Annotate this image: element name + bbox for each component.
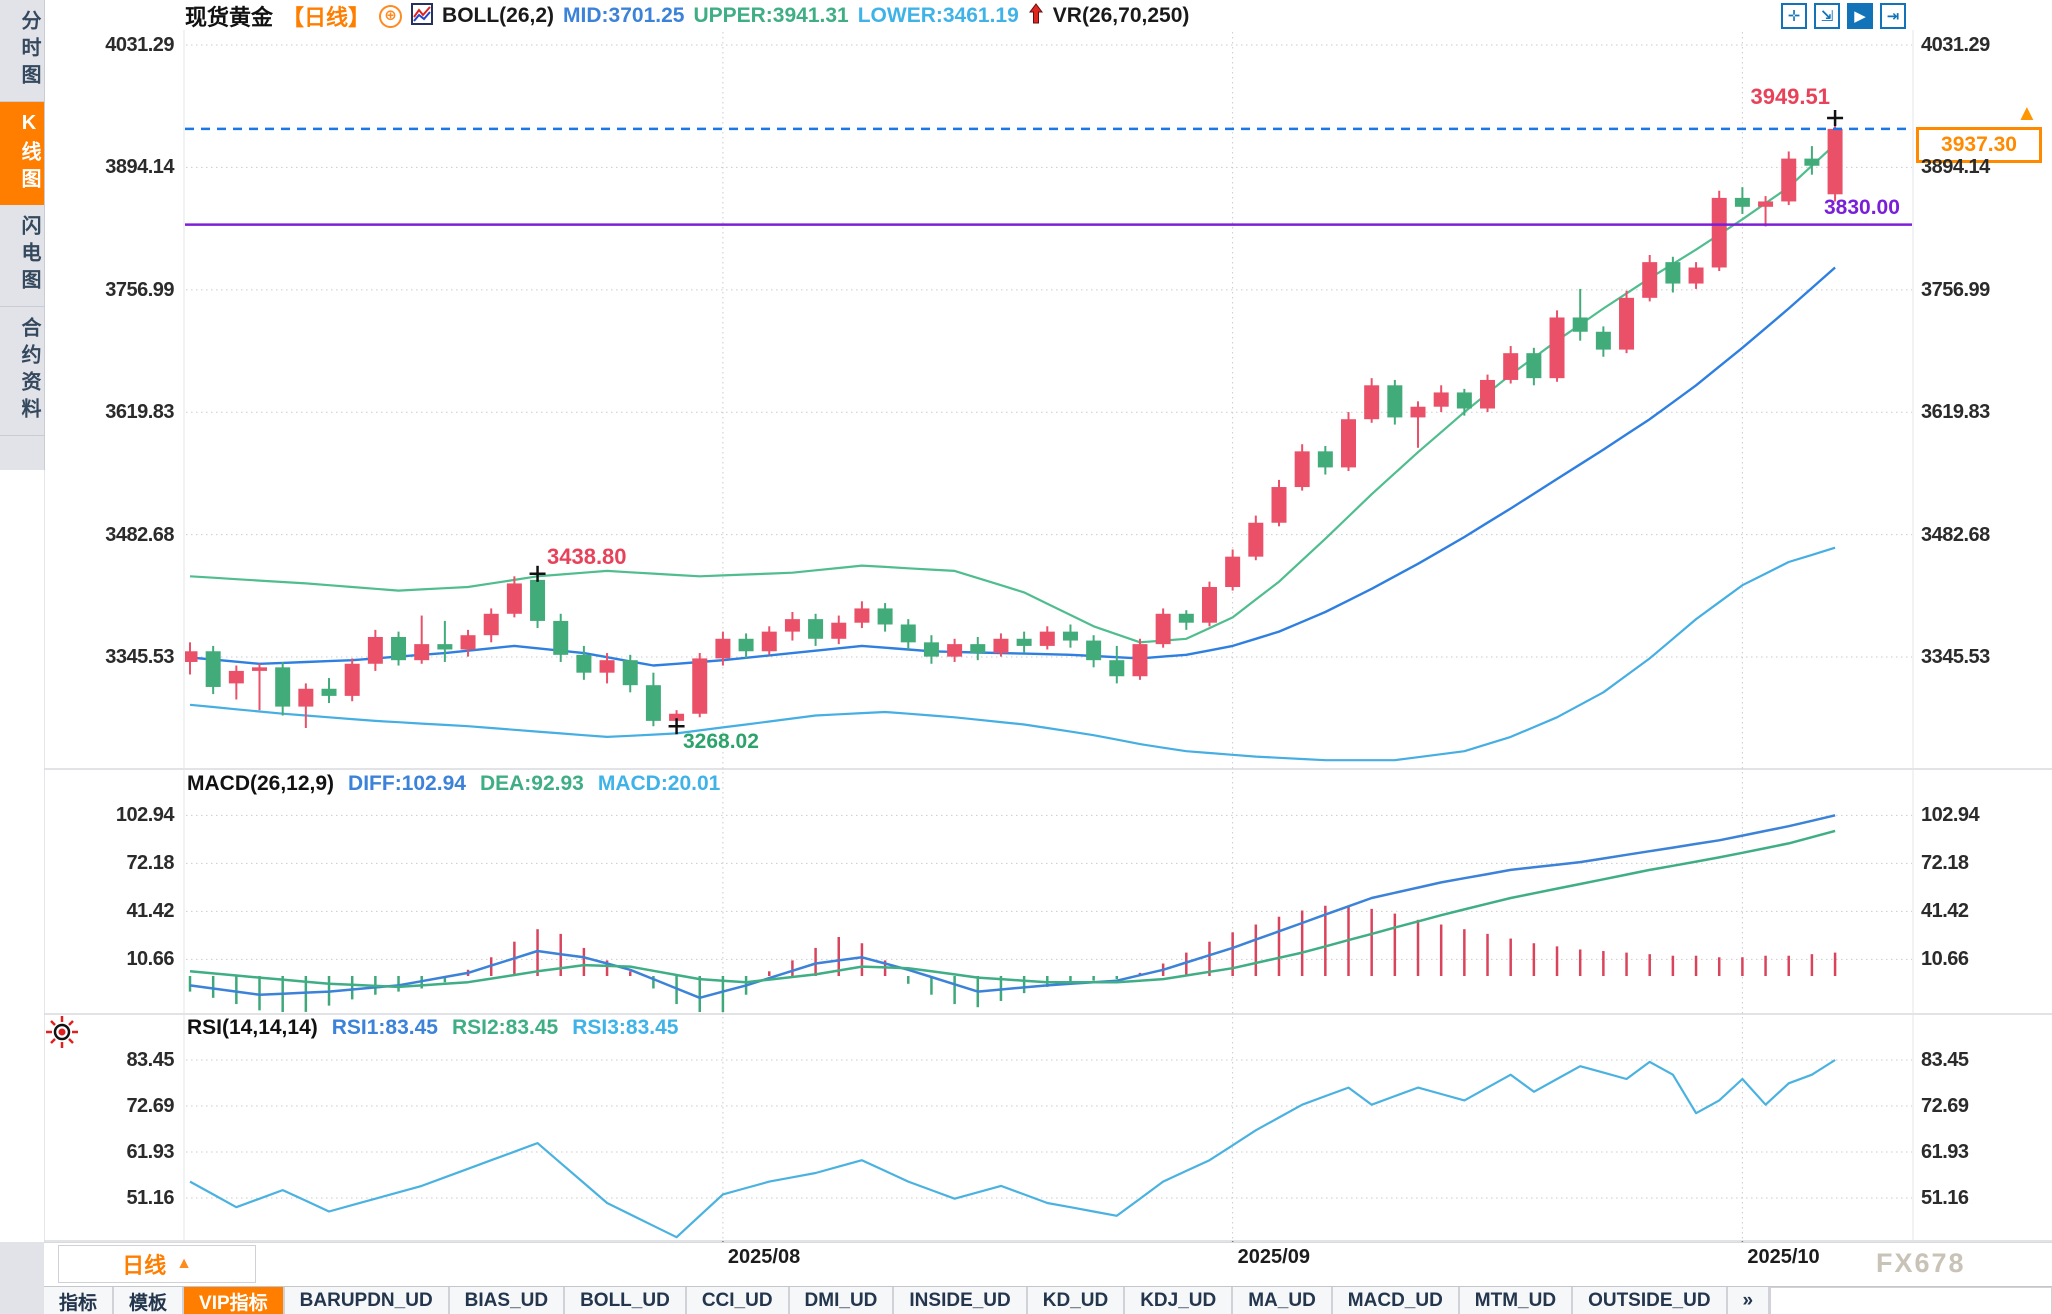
price-axis-label-left: 3345.53 <box>105 646 174 669</box>
macd-axis-label-right: 102.94 <box>1921 804 1980 827</box>
macd-axis-label-right: 41.42 <box>1921 900 1969 923</box>
tabbar-filler <box>1770 1287 2052 1314</box>
pan-tool-icon[interactable]: ✛ <box>1781 3 1807 29</box>
period-tag: 【日线】 <box>282 5 371 30</box>
price-axis-label-left: 3756.99 <box>105 278 174 301</box>
tab-DMI_UD[interactable]: DMI_UD <box>789 1287 895 1314</box>
macd-axis-label-left: 102.94 <box>115 804 175 827</box>
price-axis-label-right: 3619.83 <box>1921 401 1990 424</box>
macd-diff-value: DIFF:102.94 <box>348 772 466 795</box>
tab-BARUPDN_UD[interactable]: BARUPDN_UD <box>284 1287 450 1314</box>
tab-BIAS_UD[interactable]: BIAS_UD <box>449 1287 566 1314</box>
rsi-axis-label-right: 72.69 <box>1921 1094 1969 1117</box>
tab-VIP指标[interactable]: VIP指标 <box>184 1287 285 1314</box>
indicator-settings-icon[interactable] <box>44 1014 80 1055</box>
macd-axis-label-left: 41.42 <box>126 900 174 923</box>
macd-axis-label-right: 10.66 <box>1921 948 1969 971</box>
price-axis-label-left: 3482.68 <box>105 523 174 546</box>
boll-mid-value: MID:3701.25 <box>563 4 685 27</box>
period-selector-label: 日线 <box>122 1253 167 1278</box>
sidebar-lower-spacer <box>0 470 45 1243</box>
time-axis-label-2025/09: 2025/09 <box>1237 1246 1310 1268</box>
rsi-axis-label-right: 51.16 <box>1921 1187 1969 1209</box>
tab-BOLL_UD[interactable]: BOLL_UD <box>565 1287 687 1314</box>
last-price-tag: 3937.30 <box>1916 127 2042 163</box>
sidebar-item-闪电图[interactable]: 闪电图 <box>0 205 44 307</box>
price-axis-label-right: 3482.68 <box>1921 523 1990 546</box>
tab-指标[interactable]: 指标 <box>44 1287 115 1314</box>
rsi-title[interactable]: RSI(14,14,14) <box>187 1016 318 1039</box>
sidebar-item-合约资料[interactable]: 合约资料 <box>0 307 44 436</box>
bottom-left-corner <box>0 1242 44 1314</box>
goto-latest-icon[interactable]: ⇥ <box>1880 3 1906 29</box>
boll-upper-value: UPPER:3941.31 <box>693 4 849 27</box>
price-axis-label-left: 3894.14 <box>105 156 174 179</box>
tab-CCI_UD[interactable]: CCI_UD <box>686 1287 790 1314</box>
watermark: FX678 <box>1876 1248 1966 1278</box>
chart-toolbar: ✛ ⇲ ▶ ⇥ <box>1781 3 1906 29</box>
tab-OUTSIDE_UD[interactable]: OUTSIDE_UD <box>1573 1287 1728 1314</box>
rsi-axis-label-right: 61.93 <box>1921 1140 1969 1163</box>
boll-indicator-label[interactable]: BOLL(26,2) <box>442 4 555 27</box>
macd-axis-label-right: 72.18 <box>1921 852 1969 875</box>
swing-low-annotation: 3268.02 <box>683 730 759 753</box>
tab-MACD_UD[interactable]: MACD_UD <box>1332 1287 1460 1314</box>
macd-axis-label-left: 72.18 <box>126 852 174 875</box>
add-indicator-icon[interactable]: ⊕ <box>379 4 403 28</box>
rsi-axis-label-right: 83.45 <box>1921 1049 1969 1071</box>
tab-»[interactable]: » <box>1727 1287 1771 1314</box>
bottom-strip <box>44 1242 2052 1287</box>
swing-high-annotation: 3438.80 <box>547 544 627 569</box>
chart-header: 现货黄金 【日线】 ⊕ BOLL(26,2) MID:3701.25 UPPER… <box>185 2 1189 30</box>
rsi-axis-label-left: 83.45 <box>126 1049 174 1071</box>
price-axis-label-right: 3345.53 <box>1921 646 1990 669</box>
mini-chart-icon[interactable] <box>411 2 434 30</box>
high-price-annotation: 3949.51 <box>1750 84 1830 109</box>
macd-panel-header: MACD(26,12,9) DIFF:102.94 DEA:92.93 MACD… <box>187 772 720 796</box>
tab-模板[interactable]: 模板 <box>114 1287 185 1314</box>
rsi1-value: RSI1:83.45 <box>331 1016 438 1039</box>
tab-KDJ_UD[interactable]: KDJ_UD <box>1125 1287 1234 1314</box>
price-axis-label-right: 3756.99 <box>1921 278 1990 301</box>
sidebar: 分时图 K线图 闪电图 合约资料 <box>0 0 45 470</box>
period-selector-arrow-icon: ▲ <box>176 1255 192 1272</box>
sidebar-item-K线图[interactable]: K线图 <box>0 102 44 205</box>
macd-dea-value: DEA:92.93 <box>479 772 584 795</box>
alert-line-label: 3830.00 <box>1824 196 1900 219</box>
boll-lower-value: LOWER:3461.19 <box>857 4 1019 27</box>
price-axis-label-right: 4031.29 <box>1921 34 1990 56</box>
rsi-panel-header: RSI(14,14,14) RSI1:83.45 RSI2:83.45 RSI3… <box>187 1016 678 1040</box>
tab-KD_UD[interactable]: KD_UD <box>1027 1287 1126 1314</box>
indicator-tabbar: 指标 模板 VIP指标 BARUPDN_UD BIAS_UD BOLL_UD CCI_UD D… <box>44 1286 2052 1314</box>
time-axis-label-2025/08: 2025/08 <box>727 1246 801 1268</box>
axis-scale-icon[interactable]: ⇲ <box>1814 3 1840 29</box>
period-selector[interactable]: 日线 ▲ <box>58 1245 256 1283</box>
rsi2-value: RSI2:83.45 <box>451 1016 559 1039</box>
price-axis-label-right: 3894.14 <box>1921 156 1990 179</box>
vr-indicator-label[interactable]: VR(26,70,250) <box>1052 4 1190 27</box>
tab-INSIDE_UD[interactable]: INSIDE_UD <box>894 1287 1028 1314</box>
price-up-arrow-icon: ▲ <box>2016 100 2038 125</box>
macd-hist-value: MACD:20.01 <box>597 772 721 795</box>
symbol-title: 现货黄金 <box>185 5 274 30</box>
sidebar-item-分时图[interactable]: 分时图 <box>0 0 44 102</box>
rsi3-value: RSI3:83.45 <box>572 1016 679 1039</box>
rsi-axis-label-left: 51.16 <box>126 1187 174 1209</box>
time-axis-label-2025/10: 2025/10 <box>1747 1246 1820 1268</box>
tab-MTM_UD[interactable]: MTM_UD <box>1459 1287 1574 1314</box>
rsi-axis-label-left: 61.93 <box>126 1140 174 1163</box>
auto-scroll-icon[interactable]: ▶ <box>1847 3 1873 29</box>
tab-MA_UD[interactable]: MA_UD <box>1233 1287 1333 1314</box>
price-axis-label-left: 3619.83 <box>105 401 174 424</box>
macd-axis-label-left: 10.66 <box>126 948 174 971</box>
vr-arrow-icon <box>1028 2 1044 30</box>
rsi-axis-label-left: 72.69 <box>126 1094 174 1117</box>
price-axis-label-left: 4031.29 <box>105 34 174 56</box>
macd-title[interactable]: MACD(26,12,9) <box>187 772 335 795</box>
